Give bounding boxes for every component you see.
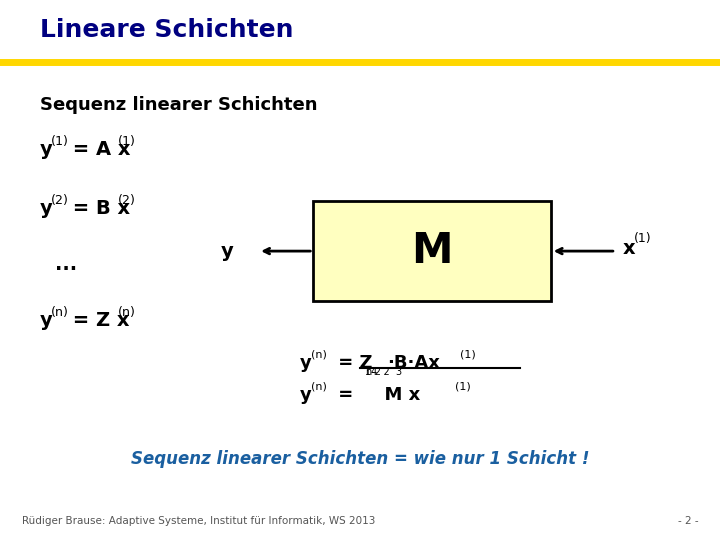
Text: y: y: [220, 241, 233, 261]
Text: 14  2  3: 14 2 3: [365, 367, 402, 377]
Text: (n): (n): [50, 306, 68, 319]
Text: = B x: = B x: [66, 199, 130, 218]
Text: ...: ...: [55, 255, 77, 274]
Text: n-2: n-2: [365, 367, 381, 377]
Text: y: y: [40, 311, 53, 330]
Text: y: y: [300, 354, 312, 372]
Text: (n): (n): [311, 350, 327, 360]
Text: (1): (1): [117, 135, 135, 148]
Text: y: y: [300, 386, 312, 404]
Text: = Z x: = Z x: [66, 311, 129, 330]
Bar: [313, 201, 551, 301]
Text: (1): (1): [460, 350, 476, 360]
Text: (1): (1): [455, 382, 471, 392]
Text: M: M: [411, 230, 453, 272]
Text: Rüdiger Brause: Adaptive Systeme, Institut für Informatik, WS 2013: Rüdiger Brause: Adaptive Systeme, Instit…: [22, 516, 375, 526]
Text: y: y: [40, 199, 53, 218]
Text: (2): (2): [117, 194, 135, 207]
Text: y: y: [40, 140, 53, 159]
Text: (n): (n): [311, 382, 327, 392]
Text: (1): (1): [50, 135, 68, 148]
Text: (2): (2): [50, 194, 68, 207]
Text: x: x: [623, 239, 636, 259]
Text: (1): (1): [634, 232, 652, 245]
Text: = Z: = Z: [332, 354, 372, 372]
Text: = A x: = A x: [66, 140, 130, 159]
Text: Lineare Schichten: Lineare Schichten: [40, 18, 294, 42]
Text: =     M x: = M x: [332, 386, 420, 404]
Text: - 2 -: - 2 -: [678, 516, 698, 526]
Text: ·B·Ax: ·B·Ax: [387, 354, 440, 372]
Text: Sequenz linearer Schichten = wie nur 1 Schicht !: Sequenz linearer Schichten = wie nur 1 S…: [131, 450, 589, 469]
Text: (n): (n): [117, 306, 135, 319]
Text: Sequenz linearer Schichten: Sequenz linearer Schichten: [40, 96, 318, 114]
